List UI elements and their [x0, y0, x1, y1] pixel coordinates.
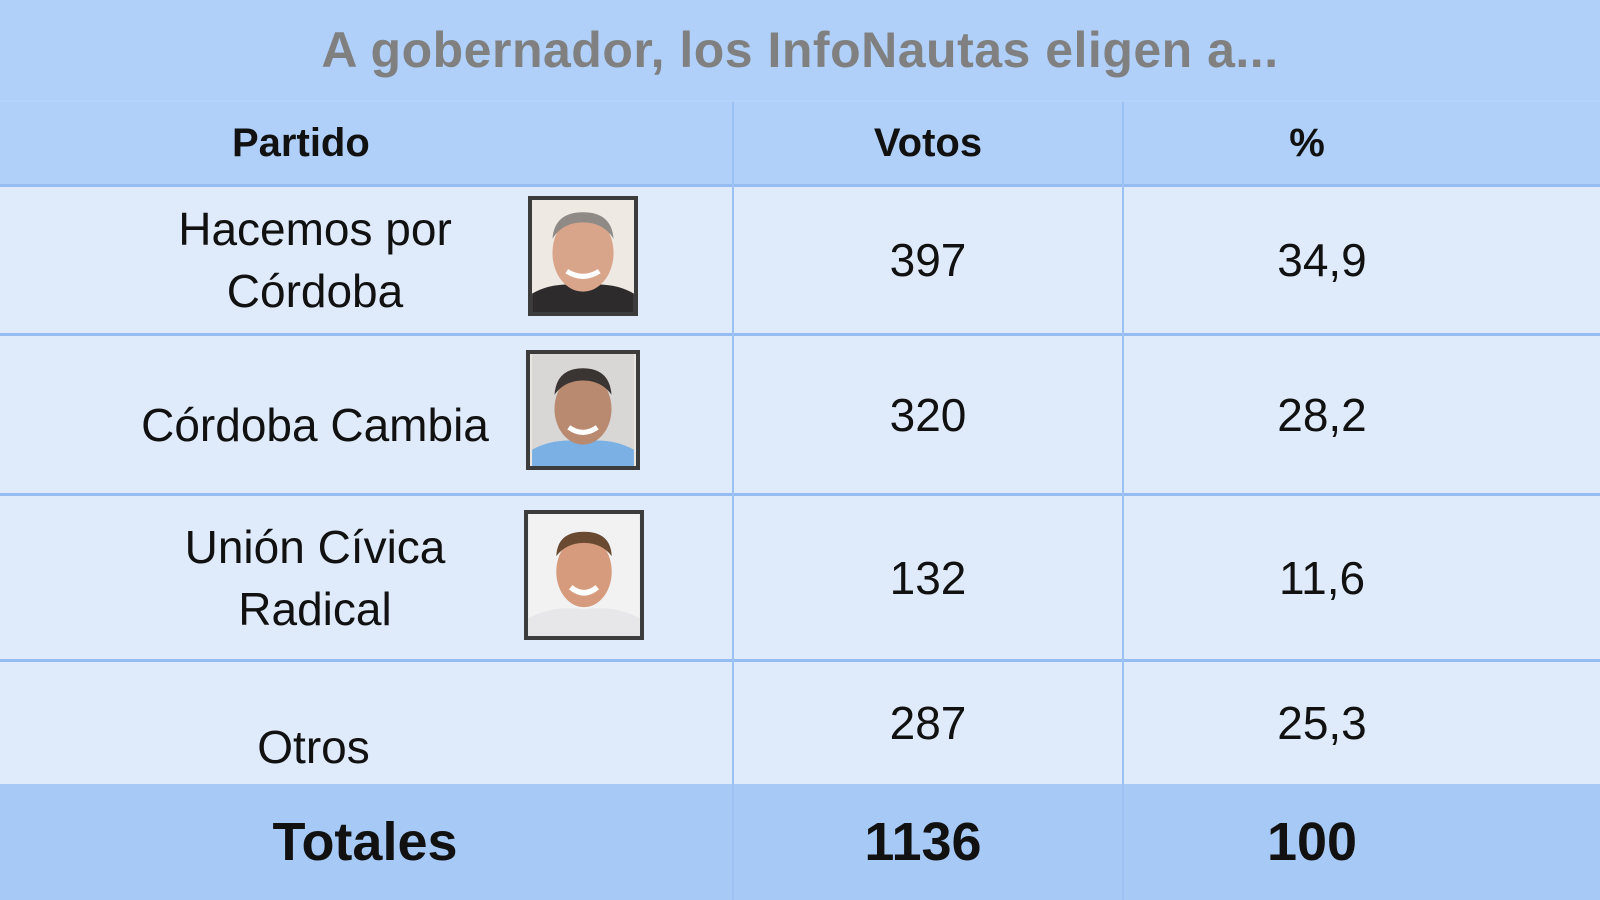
party-cell: Hacemos por Córdoba	[0, 186, 732, 334]
percent-value: 34,9	[1277, 234, 1367, 286]
results-table: Partido Votos % Hacemos por Córdoba 397	[0, 102, 1600, 900]
party-name: Unión Cívica Radical	[184, 521, 446, 635]
votes-value: 287	[889, 697, 967, 749]
table-row: Otros 287 25,3	[0, 662, 1600, 784]
votes-value: 132	[889, 552, 967, 604]
row-divider	[0, 493, 1600, 496]
candidate-photo	[524, 510, 644, 640]
percent-value: 25,3	[1277, 697, 1367, 749]
party-name: Córdoba Cambia	[141, 399, 489, 451]
percent-value: 28,2	[1277, 389, 1367, 441]
column-header-partido: Partido	[232, 120, 370, 165]
column-header-pct: %	[1289, 120, 1325, 165]
column-divider	[1122, 102, 1124, 900]
page-title: A gobernador, los InfoNautas eligen a...	[0, 0, 1600, 100]
table-header-row: Partido Votos %	[0, 102, 1600, 184]
totals-row: Totales 1136 100	[0, 784, 1600, 900]
votes-value: 397	[889, 234, 967, 286]
column-divider	[732, 102, 734, 900]
party-cell: Unión Cívica Radical	[0, 496, 732, 660]
table-row: Córdoba Cambia 320 28,2	[0, 336, 1600, 494]
party-name: Hacemos por Córdoba	[178, 203, 452, 317]
totals-percent: 100	[1266, 812, 1358, 872]
percent-value: 11,6	[1278, 552, 1366, 604]
row-divider	[0, 659, 1600, 662]
party-name: Otros	[257, 721, 370, 773]
row-divider	[0, 333, 1600, 336]
column-header-votos: Votos	[873, 120, 983, 165]
candidate-photo	[528, 196, 638, 316]
table-row: Unión Cívica Radical 132 11,6	[0, 496, 1600, 660]
totals-label: Totales	[272, 812, 458, 872]
row-divider	[0, 184, 1600, 187]
votes-value: 320	[889, 389, 967, 441]
candidate-photo	[526, 350, 640, 470]
table-row: Hacemos por Córdoba 397 34,9	[0, 186, 1600, 334]
totals-votes: 1136	[864, 812, 982, 872]
party-cell: Córdoba Cambia	[0, 336, 732, 494]
